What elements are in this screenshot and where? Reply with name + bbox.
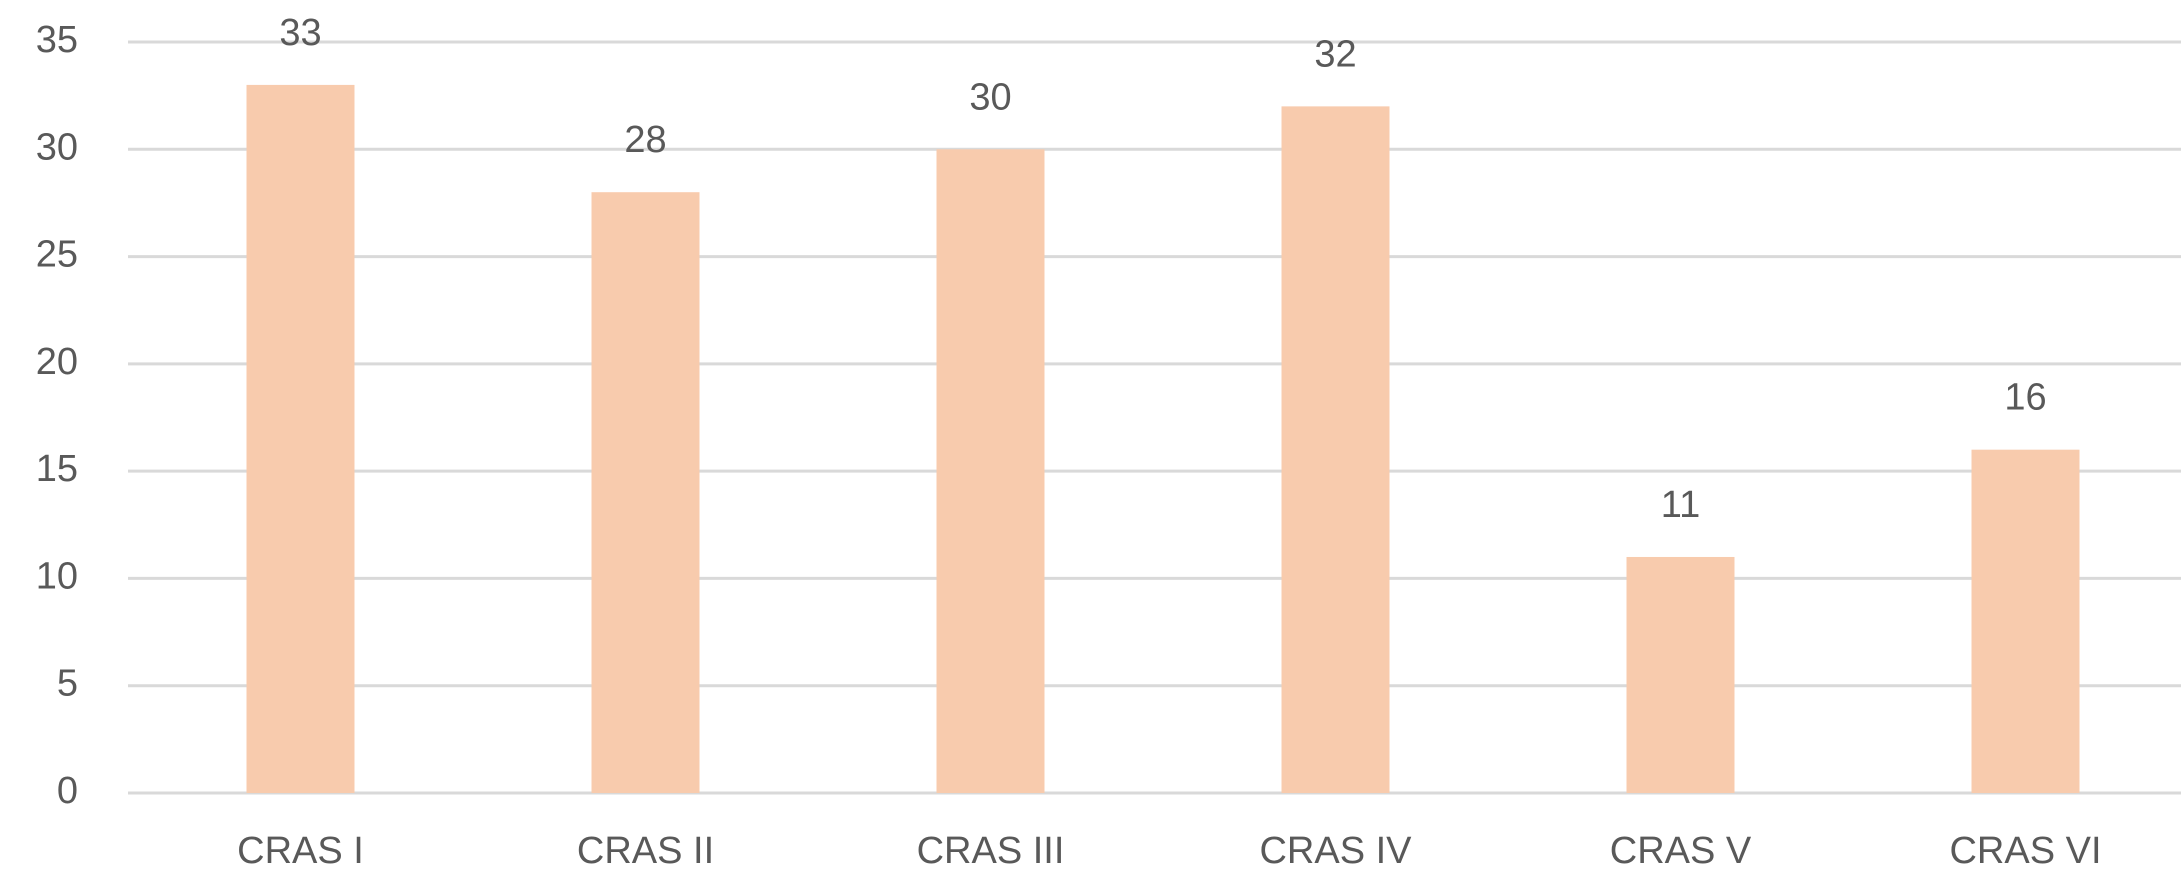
bar xyxy=(591,192,700,793)
data-label: 11 xyxy=(1661,484,1700,526)
x-tick-label: CRAS I xyxy=(237,830,364,872)
bar xyxy=(1281,106,1390,793)
bar xyxy=(936,149,1045,794)
data-label: 28 xyxy=(624,119,666,161)
data-label: 30 xyxy=(969,76,1011,118)
data-label: 33 xyxy=(279,12,321,54)
y-tick-label: 10 xyxy=(36,555,78,597)
bar xyxy=(1626,556,1735,793)
y-tick-label: 0 xyxy=(57,770,78,812)
y-tick-label: 25 xyxy=(36,234,78,276)
x-tick-label: CRAS VI xyxy=(1949,830,2101,872)
y-tick-label: 35 xyxy=(36,19,78,61)
x-tick-label: CRAS IV xyxy=(1259,830,1412,872)
x-tick-label: CRAS II xyxy=(577,830,714,872)
y-tick-label: 20 xyxy=(36,341,78,383)
x-tick-label: CRAS III xyxy=(917,830,1065,872)
y-tick-label: 15 xyxy=(36,448,78,490)
data-label: 16 xyxy=(2004,377,2046,419)
y-tick-label: 30 xyxy=(36,126,78,168)
y-tick-label: 5 xyxy=(57,663,78,705)
bar xyxy=(246,84,355,793)
x-tick-label: CRAS V xyxy=(1610,830,1752,872)
bar xyxy=(1971,449,2080,793)
data-label: 32 xyxy=(1314,33,1356,75)
